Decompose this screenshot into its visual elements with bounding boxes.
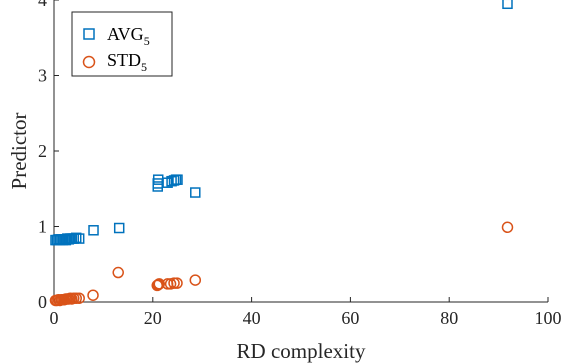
x-axis-label: RD complexity — [237, 339, 366, 363]
data-point-std — [189, 274, 202, 286]
legend-avg-subscript: 5 — [144, 34, 150, 48]
axes: 0 20 40 60 80 100 0 1 2 3 4 — [38, 0, 562, 328]
y-tick-label: 3 — [38, 66, 47, 86]
data-point-std — [87, 289, 99, 301]
data-point-avg — [502, 0, 513, 10]
data-point-avg — [113, 222, 125, 234]
data-point-avg — [68, 233, 80, 244]
data-point-avg — [88, 225, 99, 236]
data-point-avg — [73, 233, 85, 244]
legend-avg-name: AVG — [107, 24, 144, 44]
legend-marker-std — [82, 55, 96, 69]
x-tick-label: 40 — [243, 308, 261, 328]
y-tick-label: 4 — [38, 0, 47, 10]
data-point-std — [153, 278, 165, 290]
data-point-avg — [168, 175, 180, 186]
y-tick-label: 0 — [38, 292, 47, 312]
x-tick-label: 60 — [341, 308, 359, 328]
data-point-std — [168, 277, 180, 289]
series-std — [49, 221, 514, 307]
legend-label-std: STD5 — [107, 50, 147, 74]
legend-label-avg: AVG5 — [107, 24, 150, 48]
data-point-avg — [190, 187, 201, 198]
y-tick-label: 2 — [38, 141, 47, 161]
x-tick-label: 80 — [440, 308, 458, 328]
y-axis-label: Predictor — [7, 113, 31, 190]
data-point-std — [171, 277, 183, 289]
x-tick-label: 100 — [535, 308, 562, 328]
data-point-std — [501, 221, 514, 234]
x-tick-label: 20 — [144, 308, 162, 328]
data-point-std — [73, 292, 85, 304]
x-tick-label: 0 — [50, 308, 59, 328]
data-point-std — [70, 292, 82, 304]
data-point-avg — [172, 174, 183, 185]
series-avg — [50, 0, 513, 246]
data-point-avg — [70, 232, 82, 244]
data-point-std — [112, 266, 124, 279]
legend: AVG5 STD5 — [71, 11, 173, 77]
y-tick-label: 1 — [38, 217, 47, 237]
legend-box — [71, 11, 173, 77]
legend-marker-avg — [83, 28, 95, 40]
data-marks — [49, 0, 514, 307]
legend-std-name: STD — [107, 50, 141, 70]
legend-std-subscript: 5 — [141, 60, 147, 74]
